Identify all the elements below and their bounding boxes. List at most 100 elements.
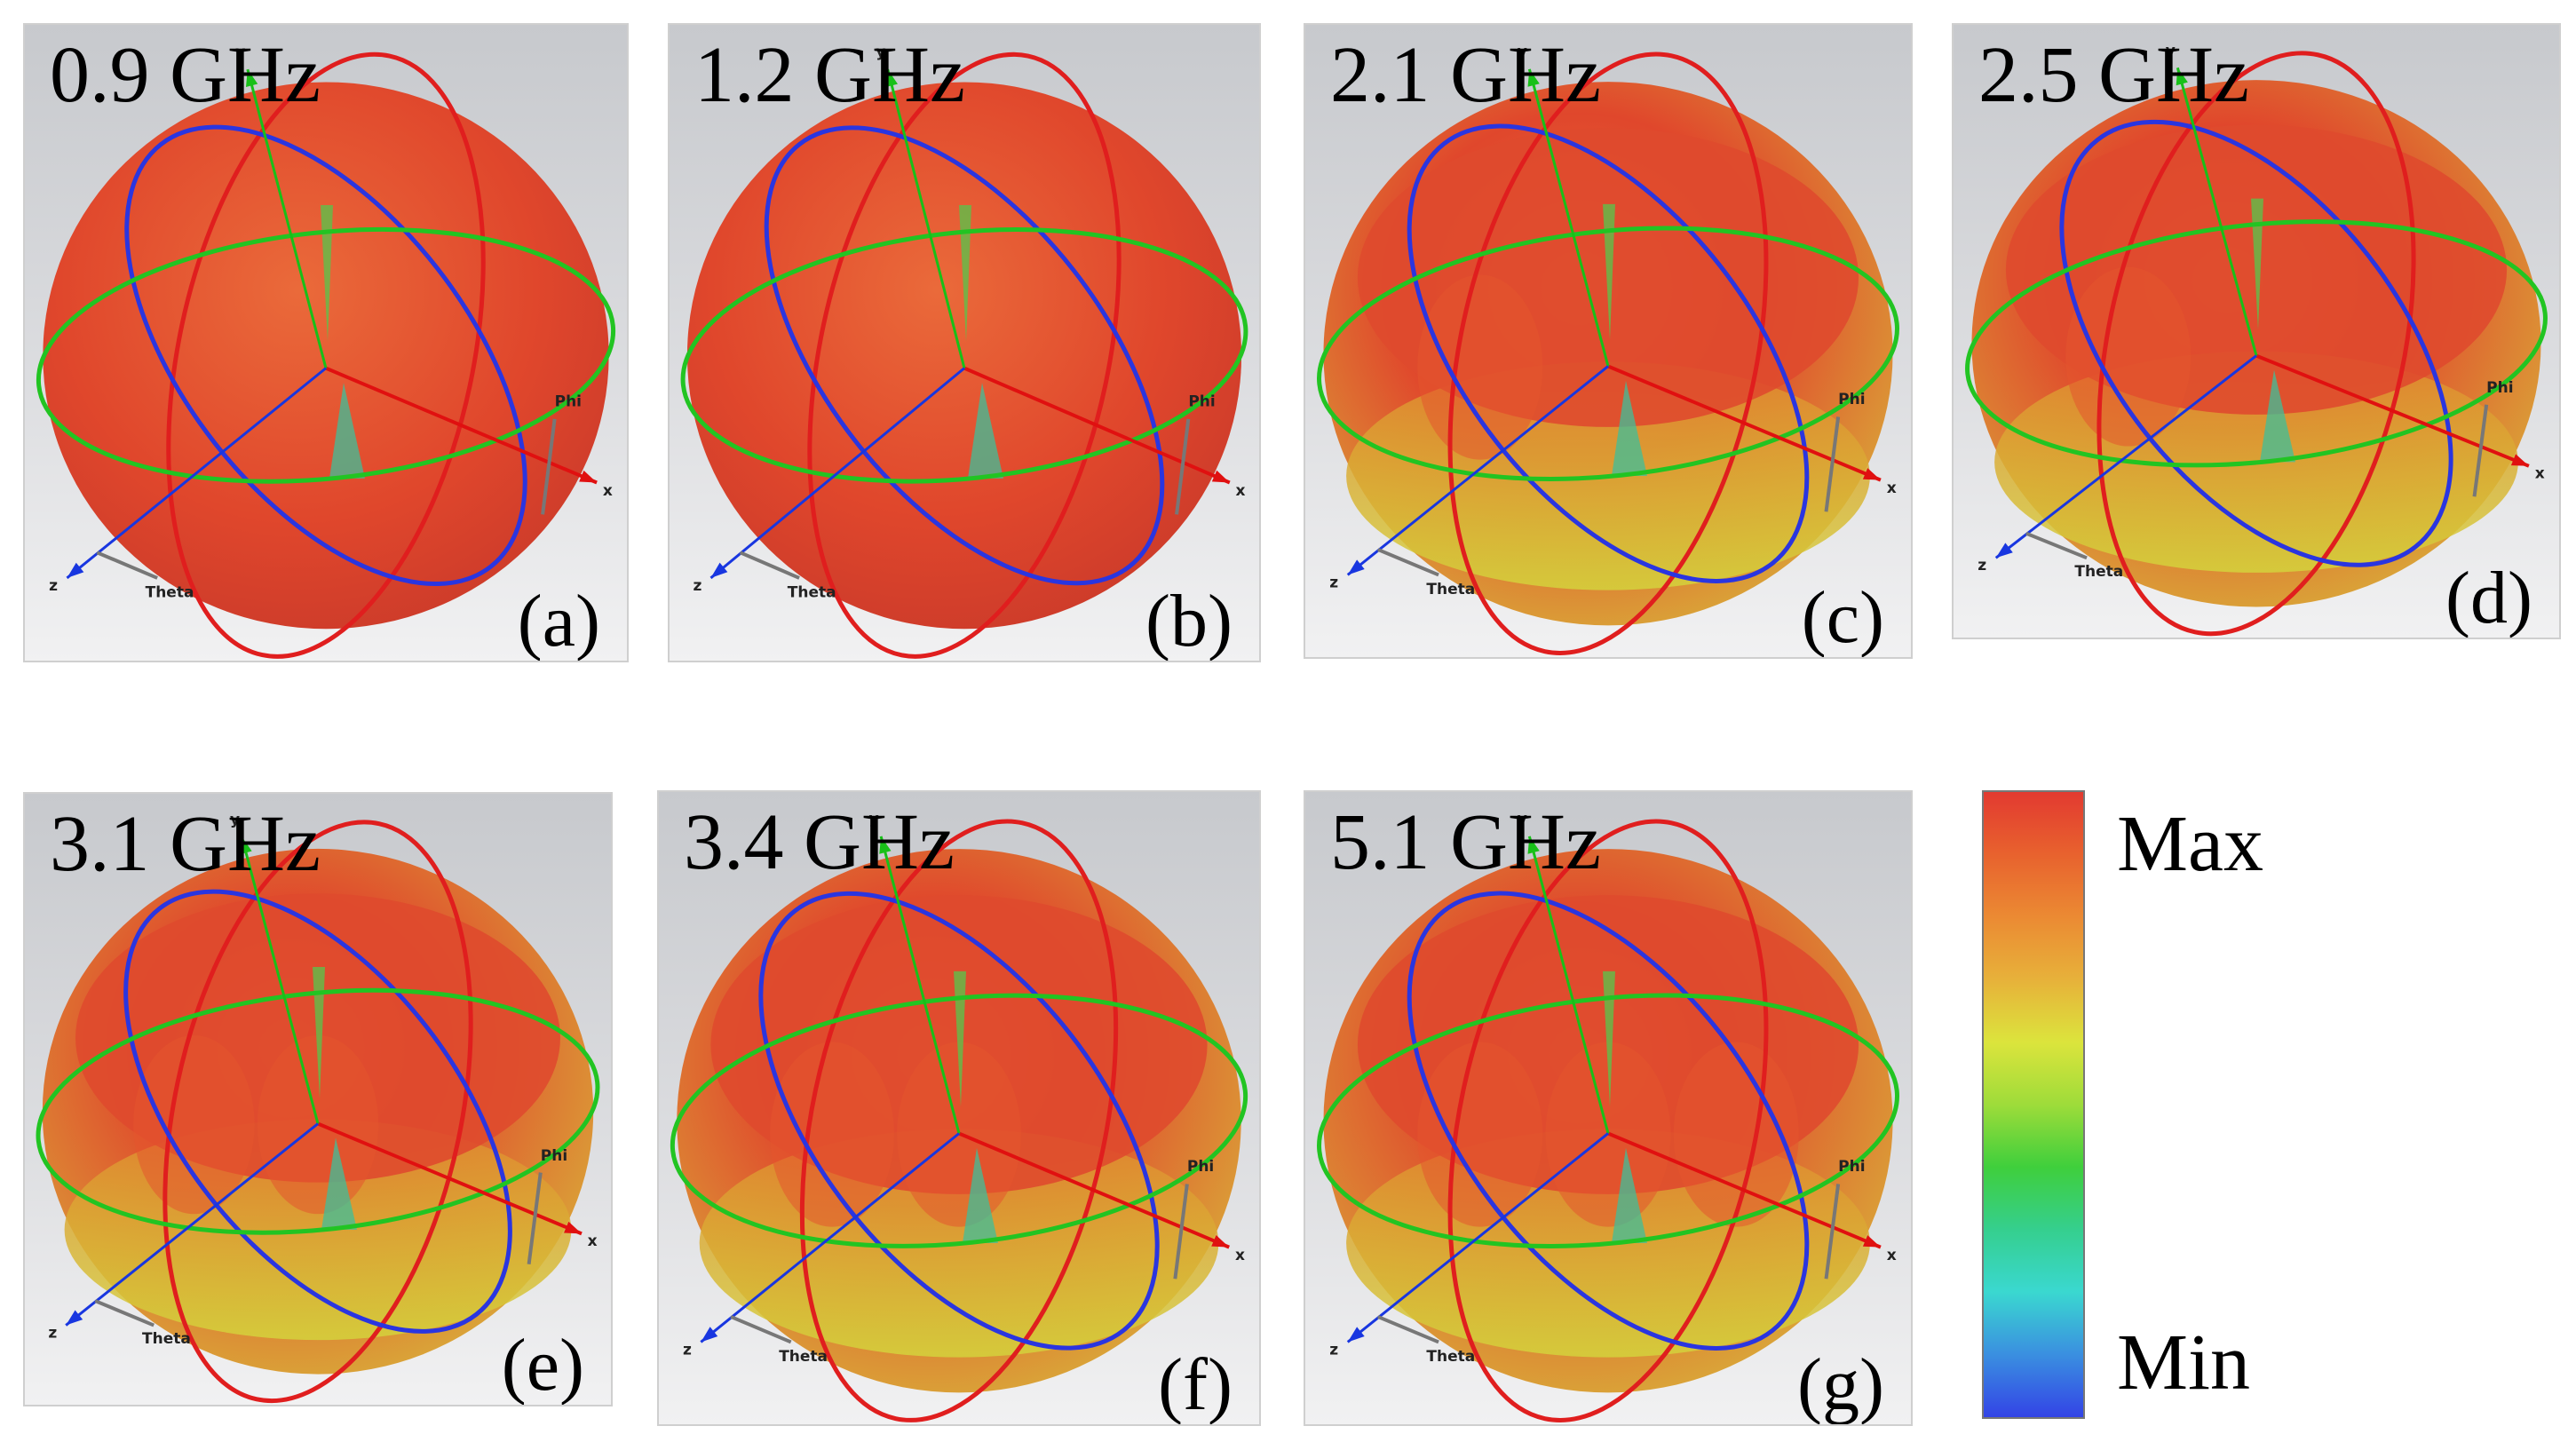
x-axis-arrowhead bbox=[1211, 1235, 1230, 1248]
x-axis bbox=[1607, 364, 1882, 482]
x-axis-label: x bbox=[588, 1232, 598, 1250]
reference-circle-green bbox=[1317, 226, 1899, 481]
phi-label: Phi bbox=[1838, 1158, 1865, 1176]
phi-label: Phi bbox=[541, 1147, 567, 1165]
pattern-3d-view: x y z Phi Theta bbox=[1317, 44, 1899, 655]
panel-tag: (f) bbox=[1158, 1343, 1233, 1426]
panel-tag: (g) bbox=[1797, 1343, 1884, 1426]
reference-circle-red bbox=[166, 52, 486, 659]
panel-tag: (d) bbox=[2445, 557, 2532, 639]
y-axis-label: y bbox=[876, 44, 885, 61]
z-axis-label: z bbox=[48, 1324, 57, 1342]
null-funnel bbox=[1612, 380, 1647, 477]
reference-circle-red bbox=[1447, 52, 1769, 655]
phi-direction bbox=[541, 418, 557, 515]
reference-circle-green bbox=[670, 993, 1248, 1248]
reference-circle-green bbox=[680, 227, 1248, 484]
pattern-3d-view: x y z Phi Theta bbox=[36, 44, 616, 659]
x-axis-arrowhead bbox=[1211, 470, 1230, 483]
x-axis-label: x bbox=[1887, 479, 1897, 497]
reference-circle-blue bbox=[764, 125, 1165, 586]
pattern-3d-view: x y z Phi Theta bbox=[36, 811, 600, 1404]
z-axis-label: z bbox=[1978, 557, 1986, 574]
phi-direction bbox=[527, 1172, 543, 1265]
theta-label: Theta bbox=[1426, 581, 1475, 598]
theta-label: Theta bbox=[788, 583, 836, 601]
reference-circle-red bbox=[1447, 819, 1769, 1422]
y-axis bbox=[1527, 68, 1610, 367]
frequency-label: 1.2 GHz bbox=[694, 31, 965, 119]
pattern-panel-e: x y z Phi Theta 3.1 GHz (e) bbox=[23, 792, 613, 1406]
z-axis bbox=[700, 1132, 960, 1343]
y-axis-arrowhead bbox=[2176, 67, 2188, 86]
z-axis-arrowhead bbox=[1995, 543, 2013, 559]
x-axis bbox=[963, 366, 1231, 485]
null-funnel bbox=[2260, 369, 2295, 463]
z-axis-arrowhead bbox=[66, 1310, 83, 1326]
z-axis-label: z bbox=[1329, 574, 1338, 592]
z-axis-label: z bbox=[694, 577, 702, 595]
pattern-panel-b: x y z Phi Theta 1.2 GHz (b) bbox=[668, 23, 1261, 662]
null-funnel bbox=[968, 383, 1003, 479]
x-axis-label: x bbox=[1235, 1247, 1245, 1264]
null-funnel bbox=[959, 204, 971, 342]
pattern-3d-view: x y z Phi Theta bbox=[1965, 43, 2548, 637]
panel-tag: (b) bbox=[1145, 580, 1233, 662]
null-funnel bbox=[329, 383, 365, 479]
z-axis-arrowhead bbox=[1347, 559, 1365, 575]
reference-circle-blue bbox=[1407, 891, 1810, 1351]
theta-label: Theta bbox=[1426, 1348, 1475, 1366]
reference-circle-green bbox=[1317, 993, 1899, 1248]
y-axis bbox=[240, 836, 320, 1124]
y-axis bbox=[879, 836, 961, 1134]
phi-label: Phi bbox=[1187, 1158, 1214, 1176]
reference-circle-blue bbox=[123, 889, 512, 1334]
z-axis-label: z bbox=[683, 1342, 692, 1359]
radiation-lobe bbox=[1673, 1042, 1799, 1227]
y-axis-label: y bbox=[2166, 43, 2176, 60]
radiation-lobe bbox=[133, 1034, 255, 1215]
null-funnel bbox=[313, 967, 325, 1098]
x-axis bbox=[2255, 353, 2530, 468]
radiation-lobe bbox=[770, 1042, 894, 1227]
phi-label: Phi bbox=[2486, 379, 2513, 397]
y-axis-arrowhead bbox=[1527, 836, 1540, 854]
pattern-3d-view: x y z Phi Theta bbox=[680, 44, 1248, 659]
y-axis-label: y bbox=[235, 44, 245, 61]
x-axis-label: x bbox=[1887, 1247, 1897, 1264]
z-axis bbox=[65, 1122, 319, 1327]
theta-direction bbox=[1377, 548, 1439, 577]
reference-circle-blue bbox=[758, 891, 1160, 1351]
z-axis bbox=[1994, 354, 2257, 559]
y-axis bbox=[246, 68, 328, 369]
reference-circle-blue bbox=[2059, 119, 2453, 567]
radiation-lobe bbox=[1417, 274, 1543, 460]
y-axis-arrowhead bbox=[885, 69, 898, 88]
radiation-lobe bbox=[2065, 266, 2192, 447]
colorbar-max-label: Max bbox=[2117, 800, 2263, 888]
pattern-panel-c: x y z Phi Theta 2.1 GHz (c) bbox=[1304, 23, 1913, 659]
x-axis bbox=[325, 366, 598, 485]
reference-circle-green bbox=[36, 987, 600, 1235]
z-axis bbox=[1346, 1132, 1609, 1343]
x-axis-arrowhead bbox=[1862, 1235, 1881, 1248]
phi-direction bbox=[2472, 404, 2489, 497]
frequency-label: 3.1 GHz bbox=[50, 800, 321, 888]
y-axis-arrowhead bbox=[240, 836, 252, 855]
null-funnel bbox=[1603, 203, 1615, 340]
pattern-panel-a: x y z Phi Theta 0.9 GHz (a) bbox=[23, 23, 629, 662]
reference-circle-green bbox=[36, 226, 616, 484]
phi-label: Phi bbox=[1188, 393, 1215, 411]
theta-direction bbox=[96, 551, 158, 580]
x-axis-label: x bbox=[2535, 465, 2545, 483]
x-axis-arrowhead bbox=[1862, 468, 1881, 480]
y-axis-label: y bbox=[1518, 811, 1527, 828]
panel-tag: (c) bbox=[1801, 576, 1884, 659]
theta-label: Theta bbox=[779, 1348, 828, 1366]
reference-circle-blue bbox=[124, 124, 527, 587]
phi-label: Phi bbox=[555, 393, 582, 411]
pattern-panel-f: x y z Phi Theta 3.4 GHz (f) bbox=[657, 790, 1261, 1426]
phi-label: Phi bbox=[1838, 391, 1865, 408]
z-axis-label: z bbox=[1329, 1342, 1338, 1359]
